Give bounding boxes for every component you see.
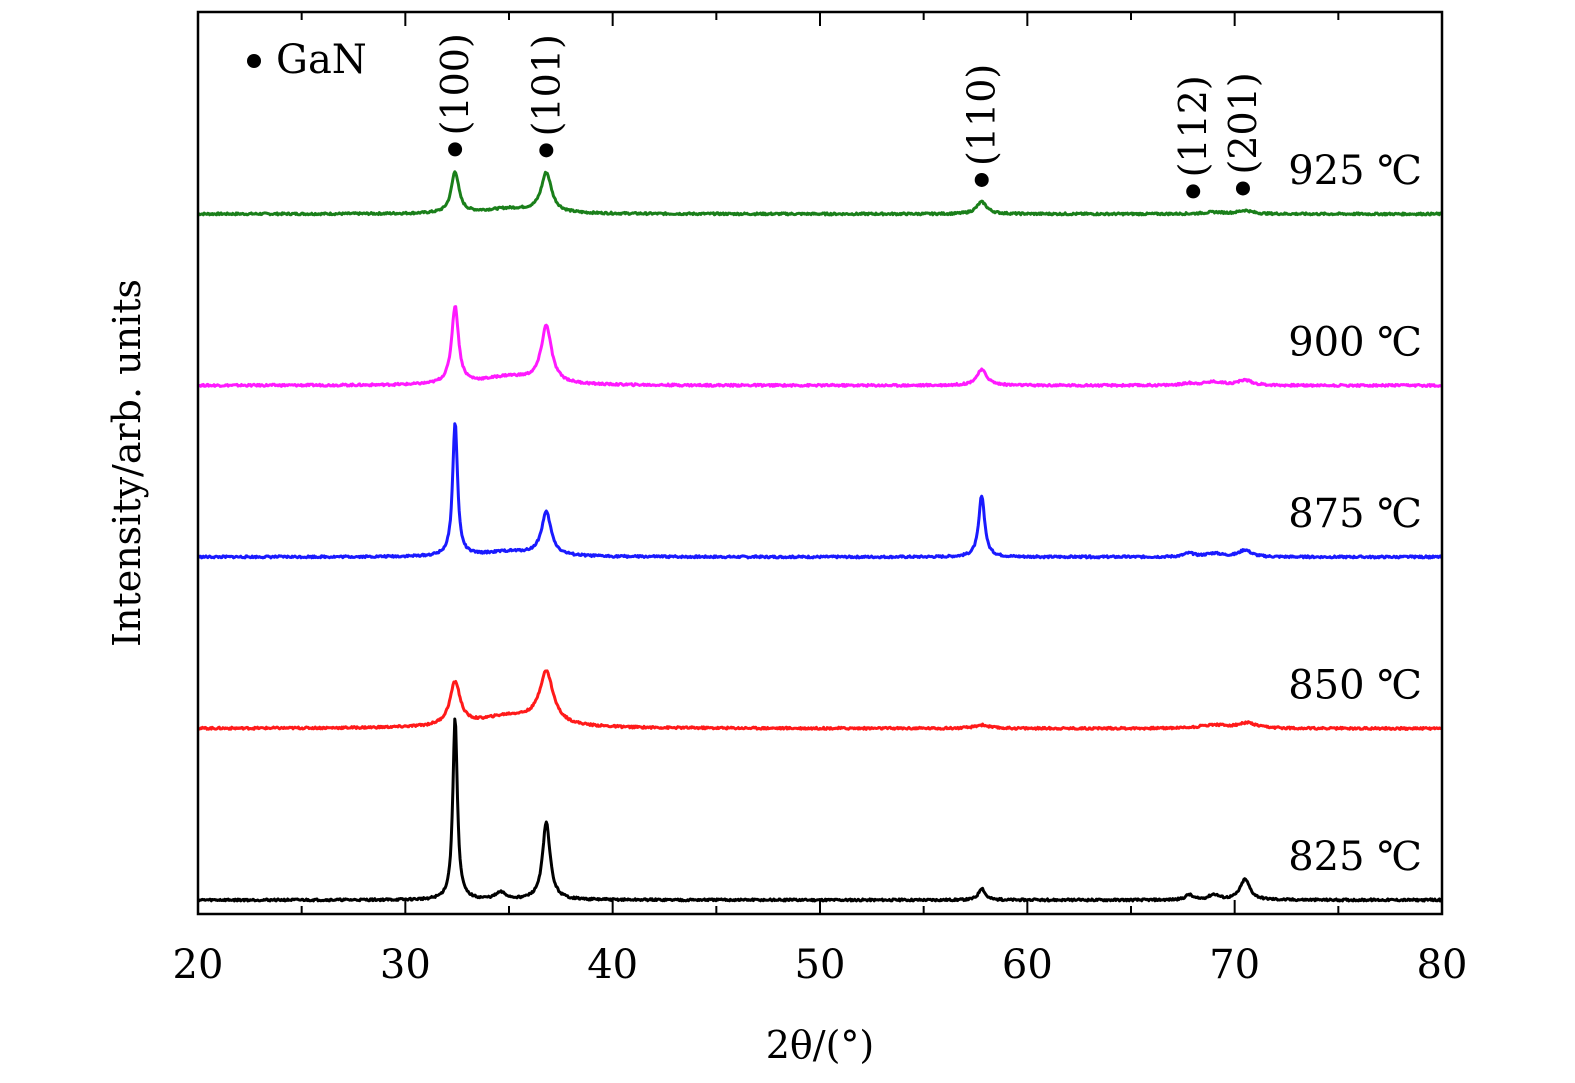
peak-label: (100) bbox=[433, 33, 477, 135]
series-line bbox=[196, 305, 1444, 388]
x-tick-label: 70 bbox=[1209, 942, 1260, 988]
peak-label: (110) bbox=[960, 64, 1004, 166]
peak-marker bbox=[539, 143, 554, 158]
series-label: 925 ℃ bbox=[1288, 148, 1422, 194]
x-tick-label: 30 bbox=[380, 942, 431, 988]
peak-marker bbox=[974, 172, 989, 187]
series-line bbox=[197, 170, 1444, 217]
series-label: 900 ℃ bbox=[1288, 320, 1422, 366]
peak-label: (112) bbox=[1171, 75, 1215, 177]
series-layer bbox=[196, 170, 1444, 903]
legend-label: GaN bbox=[276, 37, 367, 83]
peak-marker bbox=[448, 142, 463, 157]
x-axis-title: 2θ/(°) bbox=[766, 1023, 875, 1067]
legend-marker bbox=[247, 54, 261, 68]
peak-label: (201) bbox=[1221, 72, 1265, 174]
y-axis-title: Intensity/arb. units bbox=[105, 279, 149, 647]
x-tick-label: 50 bbox=[795, 942, 846, 988]
x-ticks: 20 30 40 50 60 70 80 bbox=[173, 12, 1468, 988]
series-line bbox=[197, 669, 1443, 731]
series-label: 875 ℃ bbox=[1288, 491, 1422, 537]
x-tick-label: 40 bbox=[587, 942, 638, 988]
peak-label: (101) bbox=[524, 34, 568, 136]
series-label: 850 ℃ bbox=[1288, 663, 1422, 709]
series-label: 825 ℃ bbox=[1288, 834, 1422, 880]
legend: GaN bbox=[247, 37, 367, 83]
x-tick-label: 20 bbox=[173, 942, 224, 988]
peak-labels: (100) (101) (110) (112) (201) bbox=[433, 33, 1265, 199]
series-line bbox=[197, 422, 1444, 560]
peak-marker bbox=[1235, 181, 1250, 196]
x-tick-label: 60 bbox=[1002, 942, 1053, 988]
peak-marker bbox=[1186, 184, 1201, 199]
x-tick-label: 80 bbox=[1417, 942, 1468, 988]
series-labels: 925 ℃ 900 ℃ 875 ℃ 850 ℃ 825 ℃ bbox=[1288, 148, 1422, 880]
series-line bbox=[196, 717, 1443, 903]
